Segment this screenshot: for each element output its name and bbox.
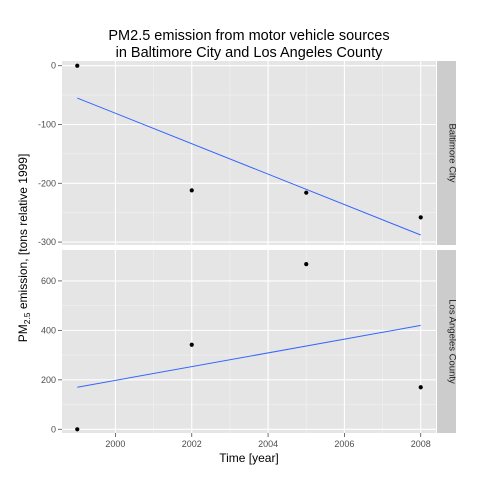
panels-layer: 0 -100 -200 -300 Baltimore City 0 200 400 600 Los… [38, 61, 458, 435]
y-tick-label: 0 [51, 61, 56, 71]
panel-background [62, 61, 436, 245]
y-tick-label: 200 [41, 375, 56, 385]
chart-title: PM2.5 emission from motor vehicle source… [108, 28, 389, 44]
y-tick-label: 400 [41, 325, 56, 335]
data-point [75, 427, 80, 432]
x-axis: 2000 2002 2004 2006 2008 [105, 433, 431, 449]
data-point [304, 261, 309, 267]
data-point [189, 188, 194, 193]
x-tick-label: 2008 [411, 439, 431, 449]
y-tick-label: -100 [38, 119, 56, 129]
chart-subtitle: in Baltimore City and Los Angeles County [116, 45, 384, 61]
trend-line [77, 97, 421, 236]
y-axis-title-suffix: emission, [tons relative 1999] [16, 154, 30, 313]
y-tick-label: -300 [38, 237, 56, 247]
data-point [418, 385, 423, 390]
y-tick-label: 0 [51, 424, 56, 434]
data-point [418, 215, 423, 220]
data-point [75, 63, 80, 68]
y-axis-title: PM2.5 emission, [tons relative 1999] [16, 154, 32, 343]
x-tick-label: 2006 [334, 439, 354, 449]
facet-strip [437, 250, 456, 433]
data-point [304, 190, 309, 195]
x-tick-label: 2000 [105, 439, 125, 449]
y-tick-label: -200 [38, 178, 56, 188]
panel-0: 0 -100 -200 -300 Baltimore City [38, 61, 458, 247]
x-axis-title: Time [year] [219, 451, 279, 465]
y-tick-label: 600 [41, 276, 56, 286]
panel-background [62, 250, 436, 433]
x-tick-label: 2002 [182, 439, 202, 449]
facet-strip [437, 61, 456, 245]
y-axis-title-prefix: PM [16, 324, 30, 342]
x-tick-label: 2004 [258, 439, 278, 449]
panel-1: 0 200 400 600 Los Angeles County [41, 250, 458, 434]
facet-strip-label: Los Angeles County [447, 299, 458, 384]
facet-strip-label: Baltimore City [447, 123, 458, 182]
trend-line [77, 324, 421, 388]
y-axis-title-subscript: 2.5 [22, 312, 32, 324]
data-point [189, 342, 194, 347]
